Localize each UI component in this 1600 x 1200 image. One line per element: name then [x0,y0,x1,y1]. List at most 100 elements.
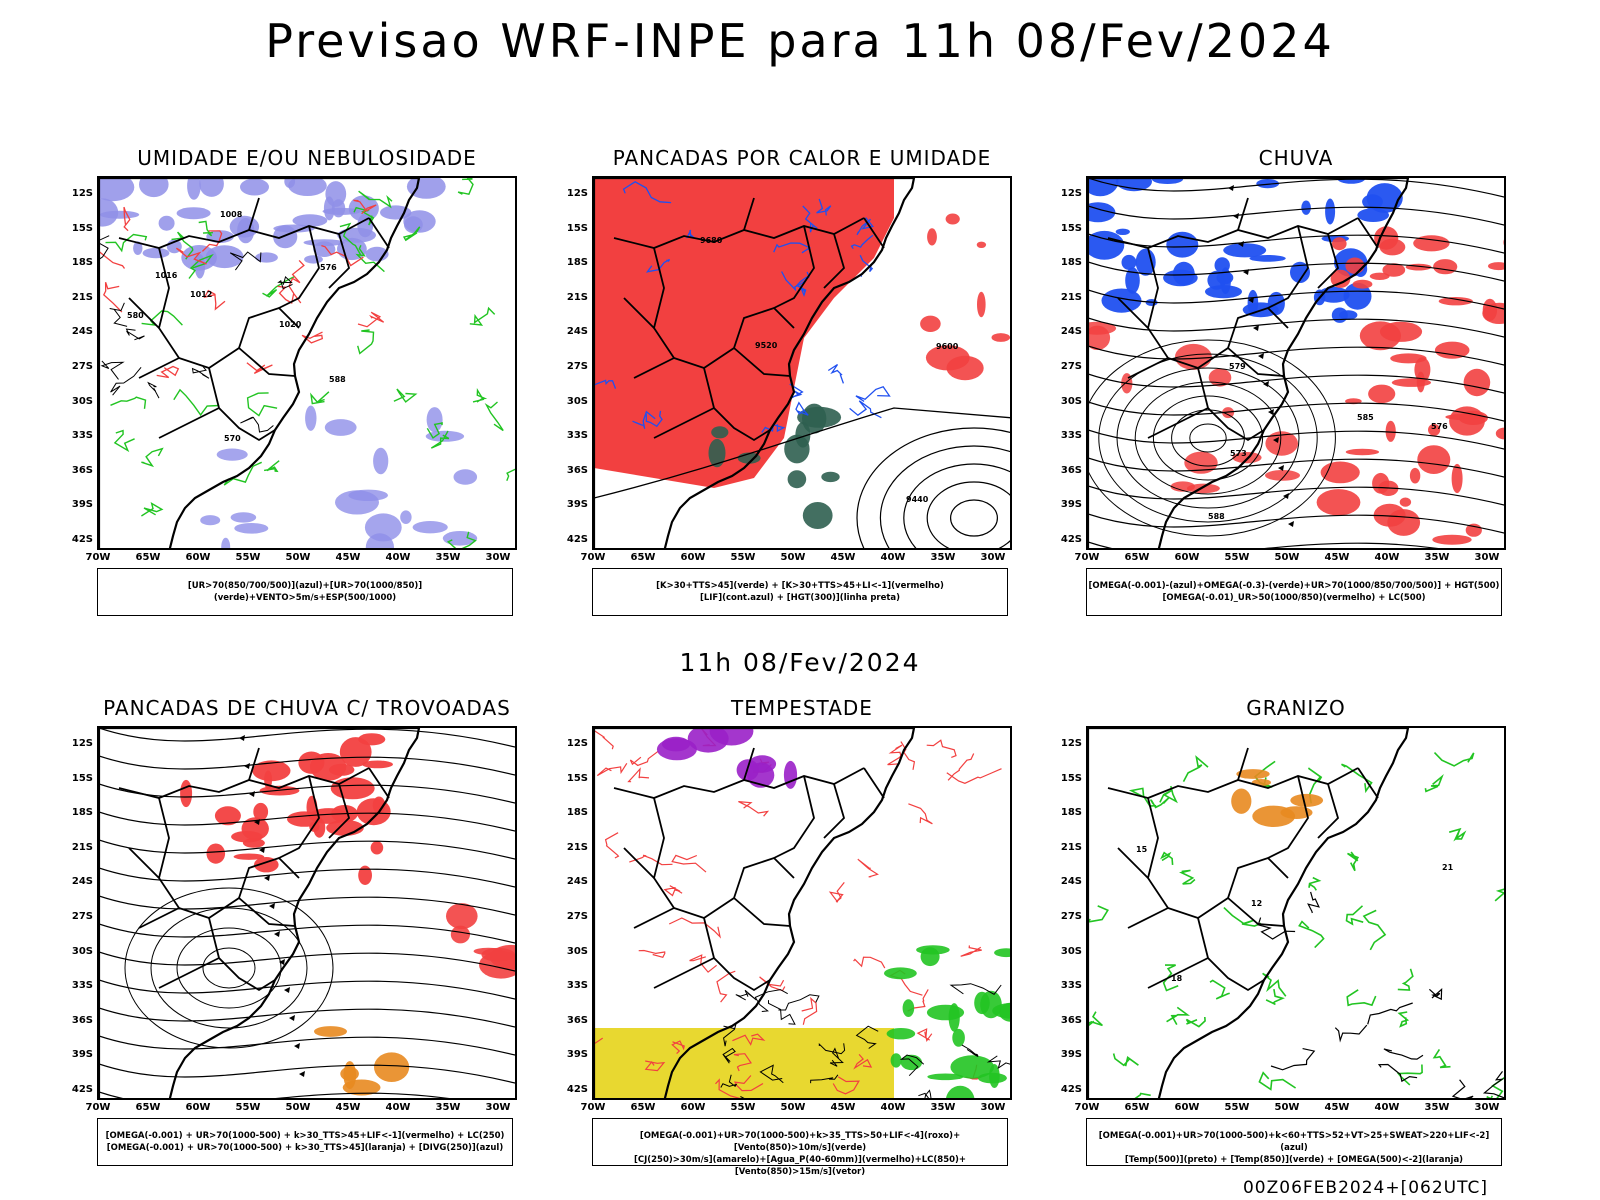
lat-label: 33S [1060,980,1082,992]
weather-map: 588 585 579 573 576 [1086,176,1506,550]
contour-label: 580 [127,311,144,320]
lat-label: 15S [566,772,588,784]
legend-box: [K>30+TTS>45](verde) + [K>30+TTS>45+LI<-… [592,568,1008,616]
lon-label: 45W [335,1102,361,1113]
legend-line: [LIF](cont.azul) + [HGT(300)](linha pret… [699,593,901,603]
main-title: Previsao WRF-INPE para 11h 08/Fev/2024 [265,14,1335,68]
lat-label: 27S [1060,361,1082,372]
lat-label: 24S [71,326,93,338]
panel-title: GRANIZO [1246,696,1346,720]
legend-line: [Temp(500)](preto) + [Temp(850)](verde) … [1124,1155,1464,1165]
weather-map: 1012 1016 1020 1008 570 576 580 588 [97,176,517,550]
contour-label: 585 [1357,413,1374,422]
lat-label: 30S [1060,945,1082,957]
lon-label: 45W [1324,552,1350,563]
lat-label: 30S [566,395,588,407]
lat-label: 21S [71,841,93,853]
lon-label: 40W [880,1102,906,1113]
lat-label: 42S [71,1084,93,1095]
lon-label: 65W [1124,1102,1150,1113]
lon-label: 70W [85,552,111,563]
lat-label: 12S [71,738,93,749]
lon-label: 65W [630,552,656,563]
lon-label: 55W [1224,1102,1250,1113]
lat-label: 27S [566,911,588,922]
weather-map [97,726,517,1100]
lat-label: 39S [71,499,93,511]
lon-label: 45W [1324,1102,1350,1113]
lon-label: 35W [435,552,461,563]
panel-title: PANCADAS DE CHUVA C/ TROVOADAS [103,696,511,720]
lat-label: 30S [1060,395,1082,407]
lon-label: 60W [680,1102,706,1113]
lat-label: 27S [1060,911,1082,922]
lat-label: 30S [71,945,93,957]
lon-label: 35W [435,1102,461,1113]
lat-label: 27S [566,361,588,372]
contour-label: 588 [1208,512,1225,521]
lon-label: 50W [1274,552,1300,563]
panel-title: PANCADAS POR CALOR E UMIDADE [612,146,992,170]
lat-label: 42S [1060,1084,1082,1095]
contour-label: 1008 [220,210,243,219]
lon-label: 35W [1424,1102,1450,1113]
legend-line: [UR>70(850/700/500)](azul)+[UR>70(1000/8… [187,581,423,603]
lon-label: 55W [235,1102,261,1113]
legend-line: [OMEGA(-0.01)_UR>50(1000/850)(vermelho) … [1162,593,1426,603]
lon-label: 30W [485,1102,511,1113]
contour-label: 576 [320,263,337,272]
legend-line: [CJ(250)>30m/s](amarelo)+[Agua_P(40-60mm… [633,1155,967,1177]
lon-label: 50W [1274,1102,1300,1113]
contour-label: 588 [329,375,346,384]
lat-label: 36S [1060,1014,1082,1026]
lat-label: 18S [71,257,93,269]
contour-label: 9680 [700,236,723,245]
lon-label: 40W [880,552,906,563]
lat-label: 15S [71,772,93,784]
weather-map: 12 15 18 21 [1086,726,1506,1100]
lat-label: 12S [1060,188,1082,199]
lon-label: 70W [1074,1102,1100,1113]
lat-label: 36S [1060,464,1082,476]
lon-label: 35W [1424,552,1450,563]
legend-box: [OMEGA(-0.001)-(azul)+OMEGA(-0.3)-(verde… [1086,568,1502,616]
lat-label: 12S [566,188,588,199]
lat-label: 18S [566,807,588,819]
lon-label: 30W [980,1102,1006,1113]
lon-label: 70W [580,1102,606,1113]
lon-label: 50W [285,552,311,563]
panel-title: TEMPESTADE [731,696,873,720]
lon-label: 40W [385,552,411,563]
lat-label: 30S [566,945,588,957]
lon-label: 55W [235,552,261,563]
lat-label: 24S [566,876,588,888]
legend-line: [OMEGA(-0.001)-(azul)+OMEGA(-0.3)-(verde… [1088,581,1500,591]
lon-label: 60W [185,1102,211,1113]
legend-box: [OMEGA(-0.001)+UR>70(1000-500)+k<60+TTS>… [1086,1118,1502,1166]
lat-label: 21S [1060,841,1082,853]
lat-label: 18S [71,807,93,819]
lat-label: 24S [566,326,588,338]
legend-line: [OMEGA(-0.001)+UR>70(1000-500)+k<60+TTS>… [1098,1131,1490,1153]
contour-label: 1012 [190,290,212,299]
lon-label: 45W [830,552,856,563]
lon-label: 60W [185,552,211,563]
lat-label: 33S [566,980,588,992]
lat-label: 18S [566,257,588,269]
lon-label: 55W [730,552,756,563]
contour-label: 9600 [936,342,959,351]
legend-line: [OMEGA(-0.001) + UR>70(1000-500) + k>30_… [106,1143,504,1153]
lon-label: 30W [1474,552,1500,563]
lat-label: 42S [1060,534,1082,545]
lat-label: 42S [566,534,588,545]
lon-label: 55W [730,1102,756,1113]
lat-label: 21S [566,841,588,853]
lat-label: 21S [1060,291,1082,303]
contour-label: 9520 [755,341,778,350]
lat-label: 15S [1060,772,1082,784]
lat-label: 33S [566,430,588,442]
lat-label: 18S [1060,257,1082,269]
lon-label: 60W [1174,1102,1200,1113]
lon-label: 60W [680,552,706,563]
lon-label: 35W [930,552,956,563]
